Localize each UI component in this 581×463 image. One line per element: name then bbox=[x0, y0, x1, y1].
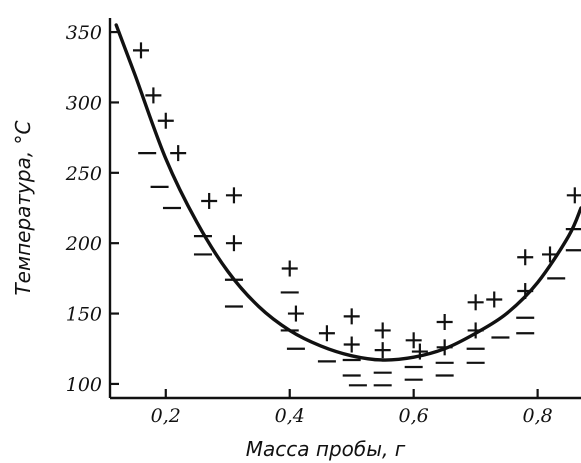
plus-point bbox=[411, 343, 428, 360]
plus-point bbox=[170, 145, 187, 162]
y-tick-label: 200 bbox=[65, 233, 102, 255]
plus-point bbox=[287, 305, 304, 322]
plus-point bbox=[374, 342, 391, 359]
plus-point bbox=[343, 336, 360, 353]
plus-point bbox=[566, 187, 581, 204]
x-tick-label: 0,4 bbox=[275, 405, 305, 427]
y-tick-label: 250 bbox=[65, 163, 102, 185]
plus-point bbox=[517, 249, 534, 266]
y-tick-label: 300 bbox=[66, 92, 102, 114]
plus-point bbox=[145, 87, 162, 104]
plus-point bbox=[157, 112, 174, 129]
plus-point bbox=[343, 308, 360, 325]
plus-point bbox=[486, 291, 503, 308]
plus-point bbox=[201, 192, 218, 209]
plus-point bbox=[318, 325, 335, 342]
y-tick-label: 350 bbox=[66, 22, 102, 44]
x-axis-label: Масса пробы, г bbox=[246, 437, 406, 461]
plus-point bbox=[467, 294, 484, 311]
x-tick-label: 0,6 bbox=[399, 405, 429, 427]
plus-point bbox=[225, 235, 242, 252]
trend-curve bbox=[114, 23, 581, 362]
plus-point bbox=[374, 322, 391, 339]
plus-point bbox=[132, 42, 149, 59]
x-ticks: 0,2 0,4 0,6 0,8 bbox=[151, 389, 553, 427]
plus-point bbox=[436, 314, 453, 330]
data-points bbox=[132, 42, 581, 387]
plus-point bbox=[467, 322, 484, 339]
x-tick-label: 0,2 bbox=[151, 405, 181, 427]
y-axis-label: Температура, °С bbox=[11, 120, 35, 295]
plus-point bbox=[405, 332, 422, 349]
y-tick-label: 100 bbox=[66, 374, 102, 396]
plus-point bbox=[225, 187, 242, 204]
axes bbox=[108, 18, 581, 400]
plus-point bbox=[542, 246, 559, 263]
y-ticks: 100 150 200 250 300 350 bbox=[65, 22, 119, 396]
y-tick-label: 150 bbox=[66, 304, 102, 326]
plus-point bbox=[436, 339, 453, 356]
x-tick-label: 0,8 bbox=[523, 405, 553, 427]
plus-point bbox=[281, 260, 298, 277]
plus-point bbox=[517, 283, 534, 300]
